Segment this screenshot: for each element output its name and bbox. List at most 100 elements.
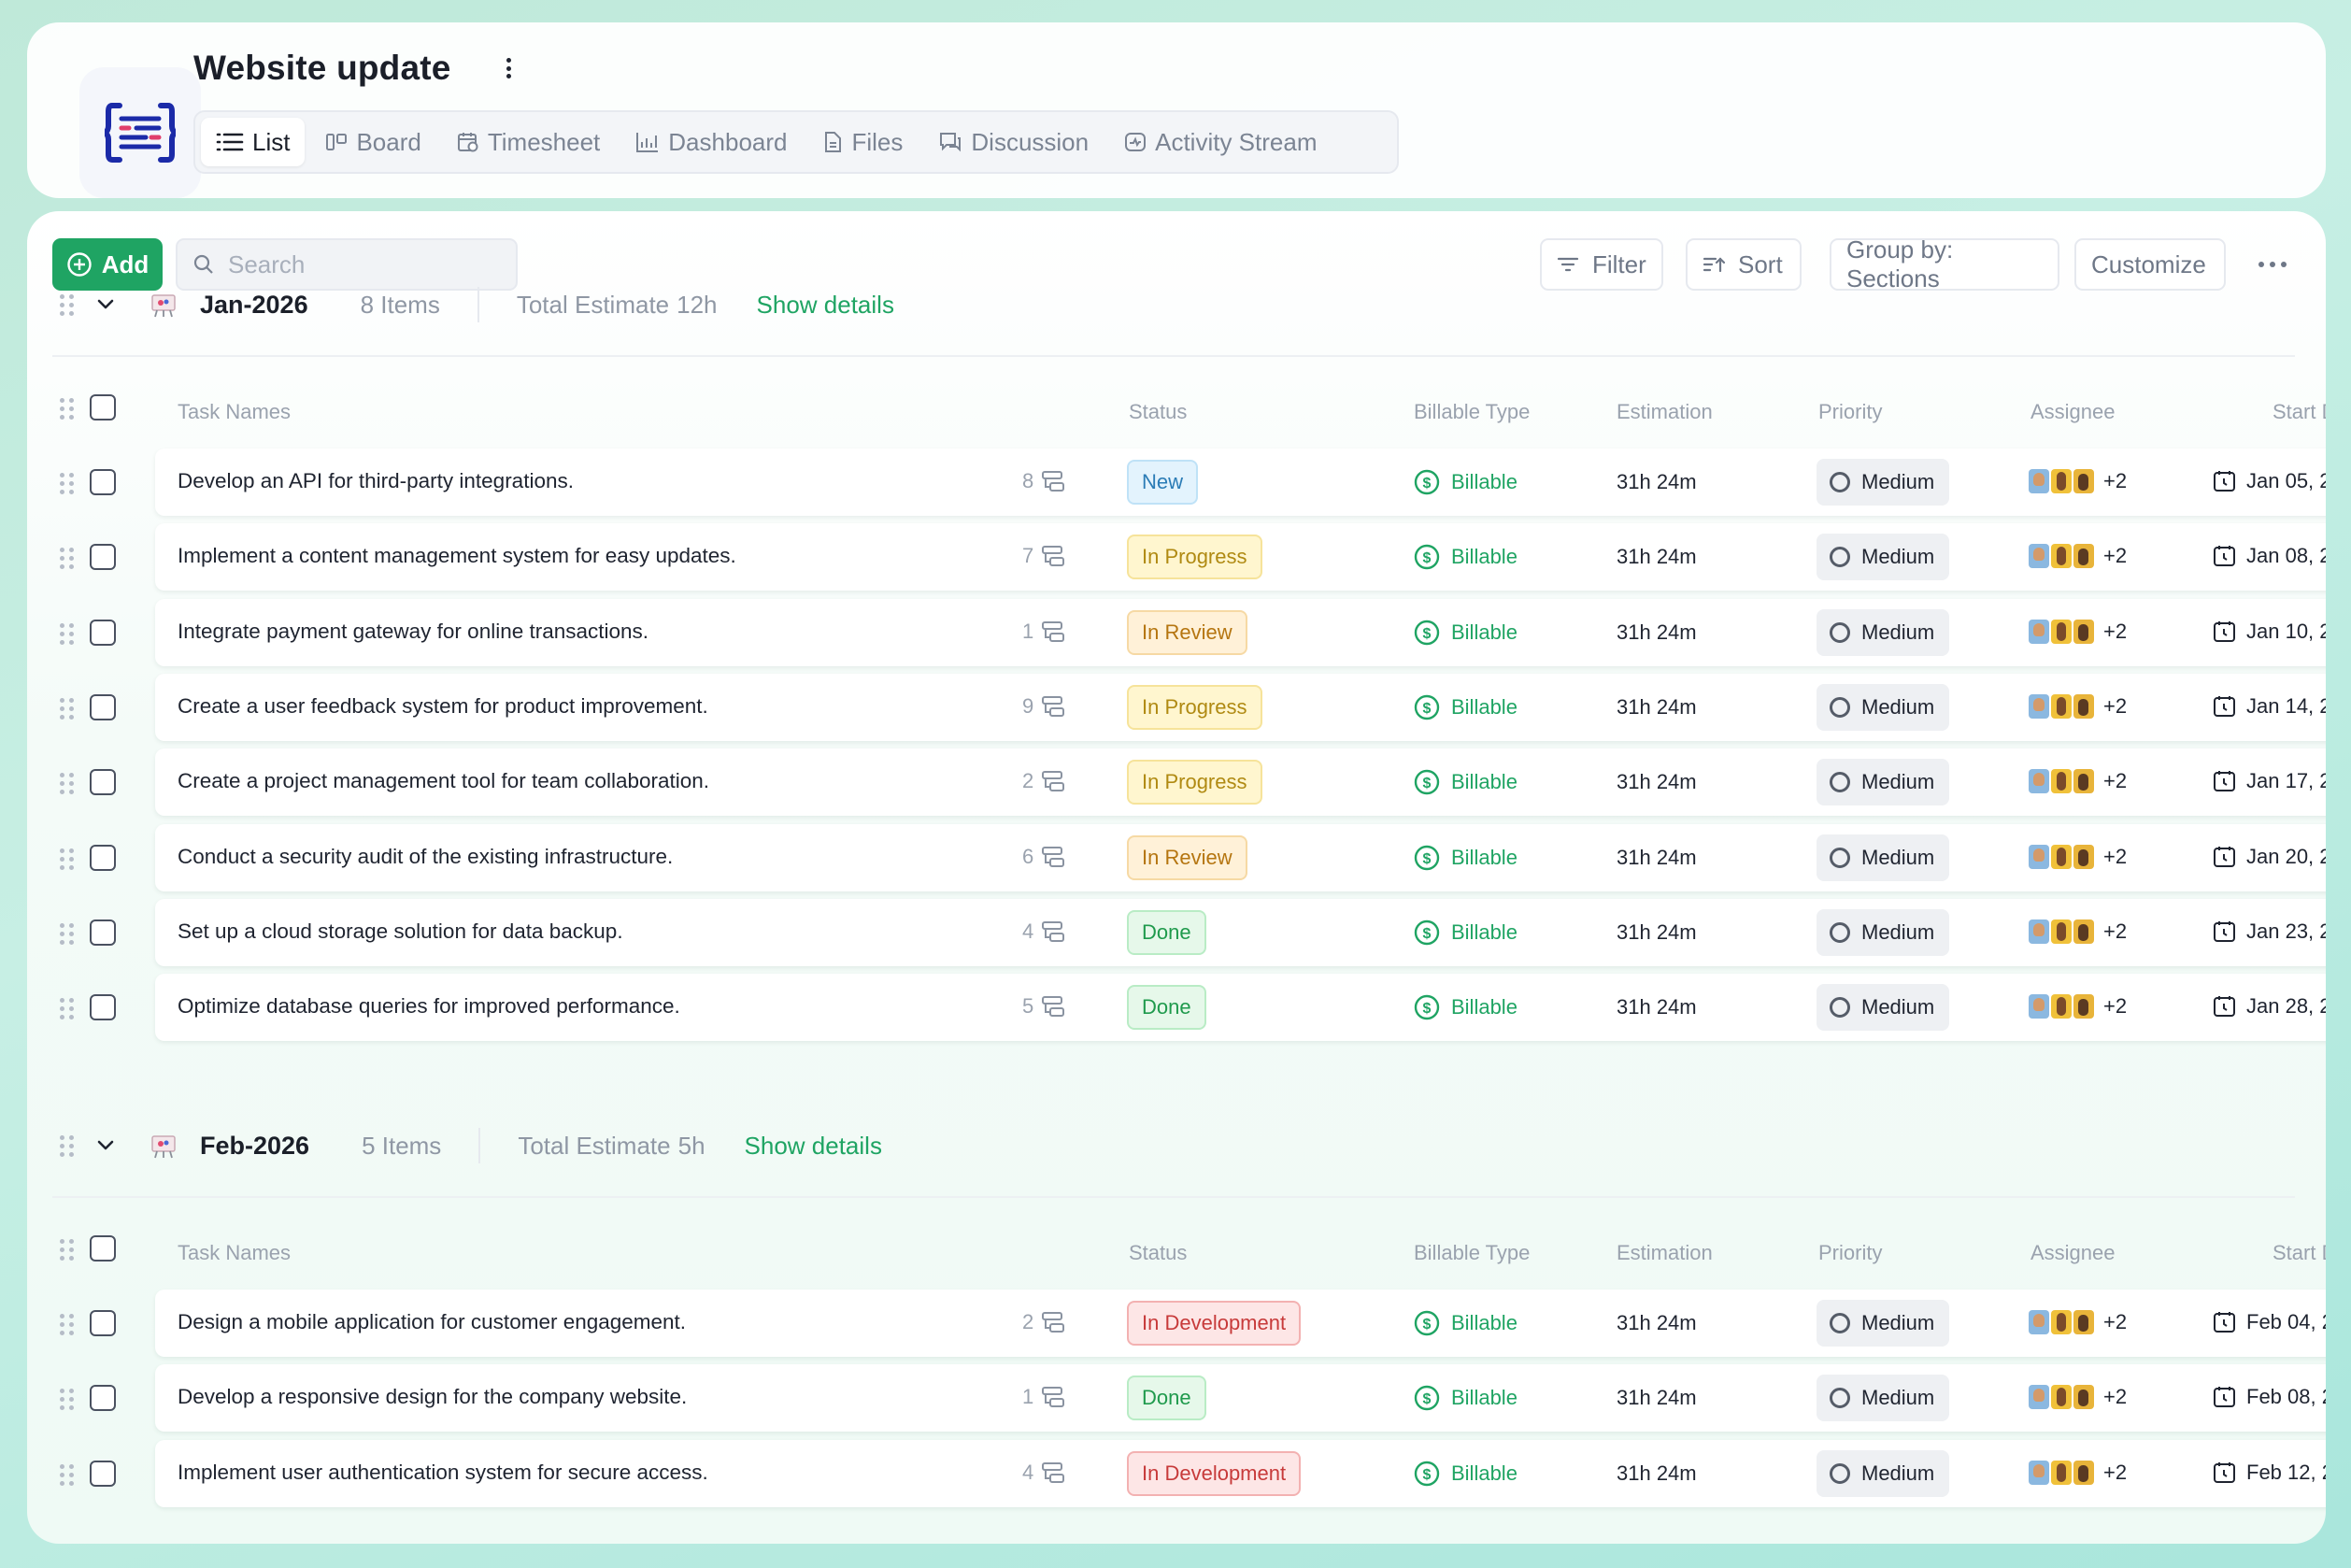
row-checkbox[interactable] [90,769,116,796]
estimation-value[interactable]: 31h 24m [1617,470,1697,493]
column-estimation[interactable]: Estimation [1617,1241,1713,1264]
section-drag-handle[interactable] [60,293,74,316]
billable-type[interactable]: $ Billable [1414,1310,1517,1336]
table-row[interactable]: Develop a responsive design for the comp… [52,1364,2326,1433]
tab-list[interactable]: List [201,118,306,166]
project-menu-button[interactable] [500,52,519,84]
chevron-down-icon[interactable] [95,294,116,315]
column-start-date[interactable]: Start D [2273,1241,2326,1264]
start-date[interactable]: Feb 12, 2 [2213,1461,2326,1485]
table-row[interactable]: Design a mobile application for customer… [52,1290,2326,1357]
assignee-avatars[interactable]: +2 [2029,769,2127,794]
column-billable-type[interactable]: Billable Type [1414,1241,1531,1264]
table-row[interactable]: Create a project management tool for tea… [52,748,2326,817]
row-checkbox[interactable] [90,1385,116,1412]
assignee-avatars[interactable]: +2 [2029,1460,2127,1485]
customize-button[interactable]: Customize [2074,238,2226,291]
row-drag-handle[interactable] [60,622,74,645]
billable-type[interactable]: $ Billable [1414,694,1517,720]
table-row[interactable]: Optimize database queries for improved p… [52,974,2326,1042]
estimation-value[interactable]: 31h 24m [1617,694,1697,719]
tab-dashboard[interactable]: Dashboard [620,118,802,166]
column-estimation[interactable]: Estimation [1617,400,1713,423]
task-row-card[interactable]: Implement user authentication system for… [155,1439,2326,1507]
status-badge[interactable]: In Development [1127,1301,1302,1346]
section-drag-handle[interactable] [60,1134,74,1157]
task-name[interactable]: Optimize database queries for improved p… [178,994,680,1019]
column-status[interactable]: Status [1129,1241,1188,1264]
billable-type[interactable]: $ Billable [1414,769,1517,795]
billable-type[interactable]: $ Billable [1414,919,1517,946]
assignee-avatars[interactable]: +2 [2029,544,2127,569]
status-badge[interactable]: Done [1127,985,1206,1031]
row-drag-handle[interactable] [60,773,74,795]
column-start-date[interactable]: Start D [2273,400,2326,423]
drag-handle[interactable] [60,1239,74,1261]
task-name[interactable]: Develop an API for third-party integrati… [178,469,574,492]
select-all-checkbox[interactable] [90,394,116,421]
assignee-avatars[interactable]: +2 [2029,469,2127,493]
priority-badge[interactable]: Medium [1817,759,1949,806]
column-assignee[interactable]: Assignee [2030,400,2116,423]
tab-timesheet[interactable]: Timesheet [442,118,615,166]
estimation-value[interactable]: 31h 24m [1617,770,1697,794]
status-badge[interactable]: New [1127,460,1199,505]
task-row-card[interactable]: Conduct a security audit of the existing… [155,823,2326,891]
task-row-card[interactable]: Implement a content management system fo… [155,523,2326,592]
table-row[interactable]: Set up a cloud storage solution for data… [52,898,2326,966]
task-row-card[interactable]: Set up a cloud storage solution for data… [155,898,2326,966]
row-checkbox[interactable] [90,619,116,646]
row-checkbox[interactable] [90,1460,116,1487]
status-badge[interactable]: Done [1127,1376,1206,1421]
start-date[interactable]: Feb 04, 2 [2213,1310,2326,1334]
search-input[interactable] [228,249,508,279]
task-name[interactable]: Implement user authentication system for… [178,1460,708,1484]
task-name[interactable]: Integrate payment gateway for online tra… [178,619,649,643]
billable-type[interactable]: $ Billable [1414,845,1517,871]
estimation-value[interactable]: 31h 24m [1617,995,1697,1019]
start-date[interactable]: Jan 17, 2 [2213,769,2326,793]
subtask-count[interactable]: 4 [1022,1461,1065,1485]
assignee-avatars[interactable]: +2 [2029,1310,2127,1334]
task-row-card[interactable]: Create a project management tool for tea… [155,748,2326,817]
billable-type[interactable]: $ Billable [1414,620,1517,646]
subtask-count[interactable]: 1 [1022,620,1065,644]
start-date[interactable]: Feb 08, 2 [2213,1385,2326,1409]
estimation-value[interactable]: 31h 24m [1617,1461,1697,1485]
assignee-avatars[interactable]: +2 [2029,693,2127,719]
priority-badge[interactable]: Medium [1817,534,1949,581]
priority-badge[interactable]: Medium [1817,834,1949,881]
tab-activity-stream[interactable]: Activity Stream [1109,118,1332,166]
row-drag-handle[interactable] [60,1314,74,1335]
start-date[interactable]: Jan 23, 2 [2213,919,2326,944]
start-date[interactable]: Jan 14, 2 [2213,694,2326,719]
task-name[interactable]: Create a user feedback system for produc… [178,693,708,718]
group-by-button[interactable]: Group by: Sections [1830,235,2059,292]
estimation-value[interactable]: 31h 24m [1617,1311,1697,1334]
task-name[interactable]: Conduct a security audit of the existing… [178,844,674,868]
subtask-count[interactable]: 7 [1022,544,1065,568]
status-badge[interactable]: In Progress [1127,684,1262,730]
row-checkbox[interactable] [90,469,116,495]
billable-type[interactable]: $ Billable [1414,1461,1517,1487]
billable-type[interactable]: $ Billable [1414,544,1517,570]
row-drag-handle[interactable] [60,1389,74,1411]
add-button[interactable]: Add [52,238,163,291]
priority-badge[interactable]: Medium [1817,459,1949,506]
estimation-value[interactable]: 31h 24m [1617,620,1697,644]
chevron-down-icon[interactable] [95,1135,116,1156]
estimation-value[interactable]: 31h 24m [1617,845,1697,869]
subtask-count[interactable]: 1 [1022,1385,1065,1409]
assignee-avatars[interactable]: +2 [2029,1385,2127,1410]
priority-badge[interactable]: Medium [1817,984,1949,1032]
sort-button[interactable]: Sort [1686,238,1802,291]
priority-badge[interactable]: Medium [1817,683,1949,731]
status-badge[interactable]: Done [1127,909,1206,955]
subtask-count[interactable]: 4 [1022,919,1065,944]
task-row-card[interactable]: Integrate payment gateway for online tra… [155,598,2326,666]
subtask-count[interactable]: 5 [1022,994,1065,1019]
tab-board[interactable]: Board [310,118,435,166]
start-date[interactable]: Jan 05, 2 [2213,469,2326,493]
table-row[interactable]: Implement a content management system fo… [52,523,2326,592]
show-details-link[interactable]: Show details [744,1131,882,1160]
